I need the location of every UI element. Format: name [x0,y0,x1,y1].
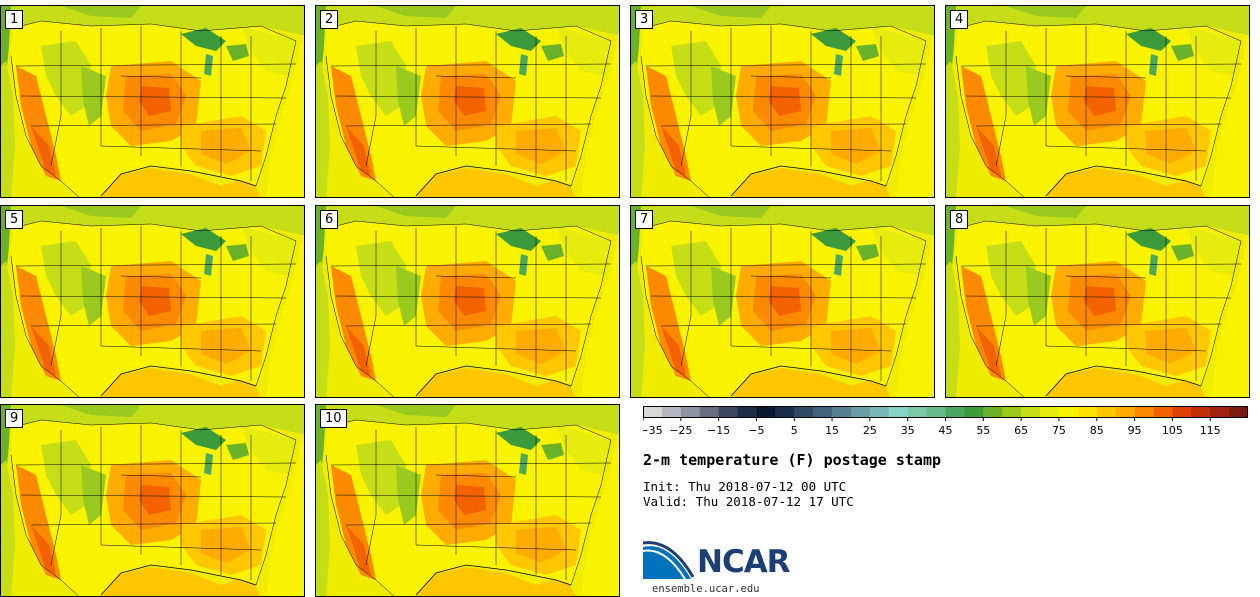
member-panel-10: 10 [315,404,620,597]
member-label: 10 [320,409,347,428]
ncar-swoosh-icon [642,541,695,580]
chart-title: 2-m temperature (F) postage stamp [643,451,942,469]
ncar-logo: NCAR [642,541,793,583]
colorbar-tick-label: 25 [863,424,877,437]
init-time: Init: Thu 2018-07-12 00 UTC [643,479,847,494]
colorbar-swatch [794,406,814,418]
colorbar-tick-label: −25 [669,424,692,437]
member-label: 8 [950,210,969,229]
colorbar-swatch [945,406,965,418]
temperature-map [1,206,304,397]
colorbar-tick-label: −5 [748,424,764,437]
colorbar-swatch [1191,406,1211,418]
member-panel-1: 1 [0,5,305,198]
site-url: ensemble.ucar.edu [652,583,760,595]
member-label: 9 [5,409,24,428]
colorbar-swatch [1096,406,1116,418]
member-label: 2 [320,10,339,29]
member-panel-9: 9 [0,404,305,597]
member-label: 3 [635,10,654,29]
colorbar-swatch [737,406,757,418]
colorbar-swatch [1134,406,1154,418]
temperature-map [316,206,619,397]
colorbar-swatch [832,406,852,418]
member-panel-2: 2 [315,5,620,198]
temperature-map [1,405,304,596]
colorbar-swatch [1077,406,1098,418]
temperature-map [316,6,619,197]
colorbar-swatch [813,406,833,418]
colorbar-swatch [756,406,776,418]
colorbar-tick-label: 105 [1162,424,1183,437]
member-panel-4: 4 [945,5,1250,198]
colorbar-swatch [1021,406,1041,418]
colorbar-swatch [869,406,890,418]
colorbar-swatch [1210,406,1230,418]
colorbar-swatch [964,406,984,418]
colorbar-swatch [1172,406,1192,418]
colorbar-swatch [643,406,663,418]
ncar-logo-text: NCAR [697,544,791,580]
colorbar-swatch [680,406,701,418]
colorbar-swatch [1115,406,1135,418]
temperature-map [631,206,934,397]
colorbar-swatch [1058,406,1079,418]
colorbar-tick-label: 55 [976,424,990,437]
member-panel-3: 3 [630,5,935,198]
member-panel-6: 6 [315,205,620,398]
colorbar-tick-label: 35 [901,424,915,437]
colorbar-swatch [775,406,795,418]
colorbar-tick-label: 95 [1128,424,1142,437]
colorbar-swatch [983,406,1003,418]
colorbar-tick-label: −15 [707,424,730,437]
colorbar-swatch [718,406,738,418]
colorbar-tick-label: 5 [791,424,798,437]
colorbar-swatch [1153,406,1173,418]
member-panel-8: 8 [945,205,1250,398]
colorbar-swatch [699,406,719,418]
colorbar-outline [643,406,1248,418]
temperature-colorbar: −35 −25 −15 −5 5 15 25 35 45 55 65 75 85 95 105 115 [643,406,1248,437]
temperature-map [946,6,1249,197]
member-panel-7: 7 [630,205,935,398]
member-label: 6 [320,210,339,229]
colorbar-tick-label: 15 [825,424,839,437]
colorbar-tick-label: 45 [939,424,953,437]
colorbar-swatch [1002,406,1022,418]
valid-time: Valid: Thu 2018-07-12 17 UTC [643,494,854,509]
temperature-map [316,405,619,596]
colorbar-tick-label: 75 [1052,424,1066,437]
colorbar-swatch [888,406,908,418]
colorbar-swatch [926,406,946,418]
colorbar-tick-label: 115 [1200,424,1221,437]
colorbar-swatch [1229,406,1248,418]
member-label: 7 [635,210,654,229]
member-label: 1 [5,10,24,29]
colorbar-swatch [850,406,871,418]
member-label: 4 [950,10,969,29]
temperature-map [631,6,934,197]
temperature-map [946,206,1249,397]
member-panel-5: 5 [0,205,305,398]
colorbar-tick-label: −35 [643,424,663,437]
colorbar-swatch [1040,406,1060,418]
colorbar-tick-label: 65 [1014,424,1028,437]
colorbar-swatch [907,406,927,418]
colorbar-swatch [661,406,682,418]
temperature-map [1,6,304,197]
member-label: 5 [5,210,24,229]
colorbar-tick-label: 85 [1090,424,1104,437]
